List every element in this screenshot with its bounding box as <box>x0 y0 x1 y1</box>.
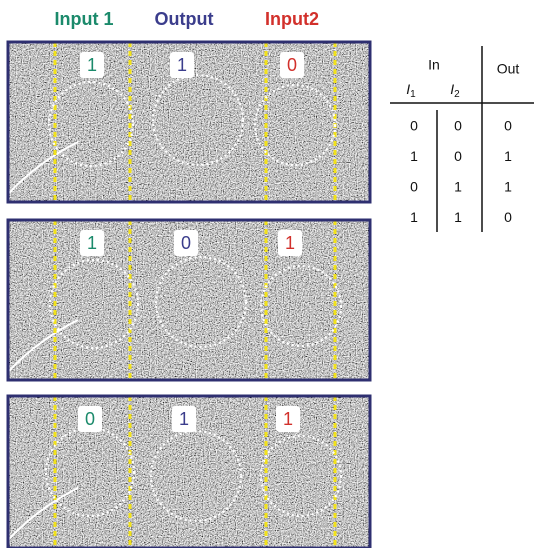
state-label: 0 <box>85 409 95 429</box>
state-label: 1 <box>87 55 97 75</box>
var-sub: 1 <box>410 89 416 100</box>
state-label: 1 <box>285 233 295 253</box>
table-col-header: I2 <box>450 81 460 100</box>
state-label: 1 <box>87 233 97 253</box>
table-cell: 0 <box>410 179 418 195</box>
table-cell: 0 <box>454 118 462 134</box>
var-sub: 2 <box>454 89 460 100</box>
table-cell: 1 <box>454 179 462 195</box>
figure: 1 1 0 1 0 1 0 1 1 Input 1 Output Input2 In Out I1 I2 0 0… <box>0 0 534 548</box>
column-header: Input 1 <box>55 9 114 29</box>
column-header: Input2 <box>265 9 319 29</box>
page: {"header": {"labels": ["Input 1", "Outpu… <box>0 0 534 548</box>
state-label: 1 <box>283 409 293 429</box>
table-cell: 1 <box>454 209 462 225</box>
table-cell: 1 <box>410 148 418 164</box>
table-cell: 1 <box>410 209 418 225</box>
table-cell: 1 <box>504 148 512 164</box>
state-label: 1 <box>177 55 187 75</box>
table-cell: 1 <box>504 179 512 195</box>
panels: 1 1 0 1 0 1 0 1 1 <box>8 42 370 548</box>
table-cell: 0 <box>410 118 418 134</box>
table-cell: 0 <box>454 148 462 164</box>
table-cell: 0 <box>504 209 512 225</box>
column-header: Output <box>155 9 214 29</box>
table-cell: 0 <box>504 118 512 134</box>
table-group-header: In <box>428 57 440 73</box>
table-col-header: I1 <box>406 81 416 100</box>
state-label: 0 <box>181 233 191 253</box>
state-label: 1 <box>179 409 189 429</box>
state-label: 0 <box>287 55 297 75</box>
table-out-header: Out <box>497 61 520 77</box>
